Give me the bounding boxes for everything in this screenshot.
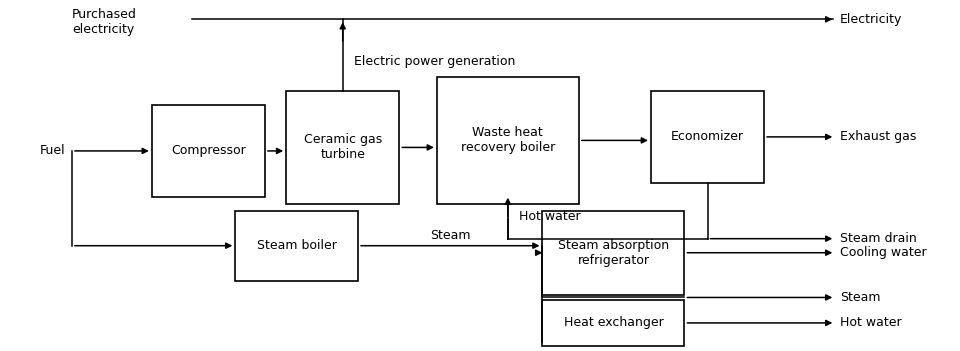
- Text: electricity: electricity: [72, 23, 134, 37]
- FancyBboxPatch shape: [437, 77, 579, 204]
- Text: Steam boiler: Steam boiler: [256, 239, 337, 252]
- Text: Steam: Steam: [840, 291, 880, 304]
- Text: Cooling water: Cooling water: [840, 246, 926, 259]
- FancyBboxPatch shape: [651, 91, 764, 183]
- Text: Exhaust gas: Exhaust gas: [840, 130, 917, 144]
- Text: Hot water: Hot water: [519, 210, 581, 223]
- Text: Fuel: Fuel: [39, 144, 65, 158]
- FancyBboxPatch shape: [286, 91, 399, 204]
- Text: Steam absorption
refrigerator: Steam absorption refrigerator: [558, 239, 669, 267]
- Text: Waste heat
recovery boiler: Waste heat recovery boiler: [461, 126, 555, 154]
- FancyBboxPatch shape: [235, 211, 358, 281]
- Text: Purchased: Purchased: [72, 8, 137, 21]
- FancyBboxPatch shape: [152, 105, 265, 197]
- Text: Compressor: Compressor: [171, 144, 246, 158]
- Text: Electric power generation: Electric power generation: [354, 55, 516, 68]
- FancyBboxPatch shape: [542, 300, 684, 346]
- Text: Steam: Steam: [430, 229, 470, 242]
- Text: Ceramic gas
turbine: Ceramic gas turbine: [303, 133, 382, 161]
- FancyBboxPatch shape: [542, 211, 684, 295]
- Text: Hot water: Hot water: [840, 316, 901, 330]
- Text: Electricity: Electricity: [840, 13, 902, 26]
- Text: Economizer: Economizer: [671, 130, 744, 144]
- Text: Heat exchanger: Heat exchanger: [564, 316, 663, 330]
- Text: Steam drain: Steam drain: [840, 232, 917, 245]
